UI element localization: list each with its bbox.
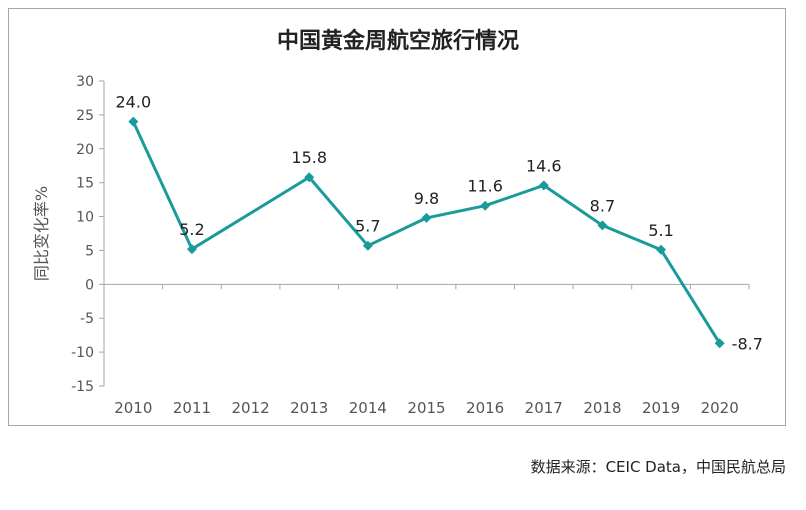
y-tick-label: 0 <box>85 277 94 293</box>
x-tick-label: 2013 <box>290 399 328 417</box>
y-tick-label: 5 <box>85 243 94 259</box>
y-tick-label: -10 <box>71 345 94 361</box>
y-tick-label: 15 <box>76 176 94 192</box>
chart: 中国黄金周航空旅行情况同比变化率%302520151050-5-10-15201… <box>32 28 763 417</box>
data-label: 5.7 <box>355 217 380 236</box>
data-label: 14.6 <box>526 156 562 175</box>
x-tick-label: 2018 <box>583 399 621 417</box>
data-label: 5.2 <box>179 220 204 239</box>
data-label: -8.7 <box>732 334 763 353</box>
data-label: 8.7 <box>590 196 615 215</box>
data-point <box>656 244 667 255</box>
data-point <box>128 116 139 127</box>
x-tick-label: 2016 <box>466 399 504 417</box>
x-tick-label: 2017 <box>525 399 563 417</box>
y-tick-label: 30 <box>76 74 94 90</box>
data-point <box>362 240 373 251</box>
x-tick-label: 2011 <box>173 399 211 417</box>
data-point <box>186 244 197 255</box>
x-tick-label: 2020 <box>701 399 739 417</box>
data-label: 9.8 <box>414 189 439 208</box>
y-tick-label: 20 <box>76 142 94 158</box>
y-tick-label: -15 <box>71 379 94 395</box>
data-point <box>480 200 491 211</box>
data-label: 15.8 <box>291 148 327 167</box>
x-tick-label: 2019 <box>642 399 680 417</box>
x-tick-label: 2012 <box>231 399 269 417</box>
data-point <box>421 212 432 223</box>
data-label: 5.1 <box>648 221 673 240</box>
y-tick-label: 25 <box>76 108 94 124</box>
chart-title: 中国黄金周航空旅行情况 <box>277 28 519 54</box>
data-label: 11.6 <box>467 177 503 196</box>
chart-frame: 中国黄金周航空旅行情况 同比变化率% 30 25 20 15 10 5 0 -5 -10 -15 201… <box>8 8 786 426</box>
series-line <box>131 121 721 345</box>
x-tick-label: 2014 <box>349 399 387 417</box>
x-tick-label: 2010 <box>114 399 152 417</box>
y-tick-label: -5 <box>80 311 94 327</box>
x-tick-label: 2015 <box>407 399 445 417</box>
data-point <box>538 180 549 191</box>
data-label: 24.0 <box>116 93 152 112</box>
source-note: 数据来源：CEIC Data，中国民航总局 <box>530 458 786 476</box>
data-point <box>597 220 608 231</box>
data-point <box>304 172 315 183</box>
y-tick-label: 10 <box>76 210 94 226</box>
y-axis-label: 同比变化率% <box>32 186 51 281</box>
data-point <box>714 338 725 349</box>
